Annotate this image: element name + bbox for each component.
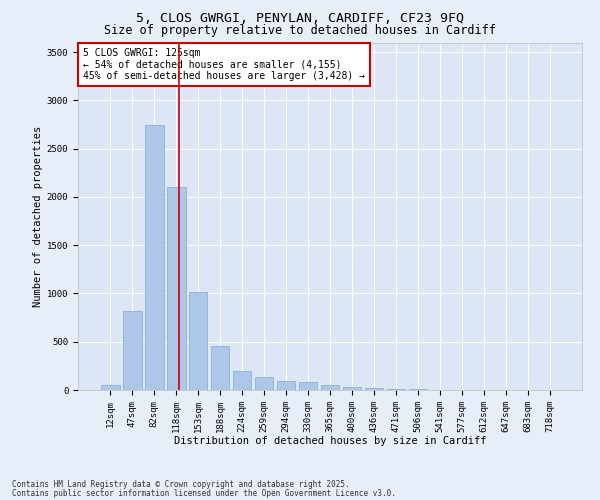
Bar [320, 384, 340, 390]
Bar [167, 188, 185, 390]
Y-axis label: Number of detached properties: Number of detached properties [32, 126, 43, 307]
Bar [101, 385, 119, 390]
Bar [145, 124, 164, 390]
Text: 5, CLOS GWRGI, PENYLAN, CARDIFF, CF23 9FQ: 5, CLOS GWRGI, PENYLAN, CARDIFF, CF23 9F… [136, 12, 464, 26]
Bar [233, 370, 251, 390]
Bar [299, 382, 317, 390]
Bar [343, 387, 361, 390]
Bar [386, 389, 405, 390]
Text: 5 CLOS GWRGI: 125sqm
← 54% of detached houses are smaller (4,155)
45% of semi-de: 5 CLOS GWRGI: 125sqm ← 54% of detached h… [83, 48, 365, 81]
Text: Contains public sector information licensed under the Open Government Licence v3: Contains public sector information licen… [12, 488, 396, 498]
Bar [277, 381, 295, 390]
Bar [123, 311, 142, 390]
Text: Size of property relative to detached houses in Cardiff: Size of property relative to detached ho… [104, 24, 496, 37]
Bar [409, 389, 427, 390]
Bar [255, 378, 274, 390]
X-axis label: Distribution of detached houses by size in Cardiff: Distribution of detached houses by size … [174, 436, 486, 446]
Bar [211, 346, 229, 390]
Bar [365, 388, 383, 390]
Bar [189, 292, 208, 390]
Text: Contains HM Land Registry data © Crown copyright and database right 2025.: Contains HM Land Registry data © Crown c… [12, 480, 350, 489]
